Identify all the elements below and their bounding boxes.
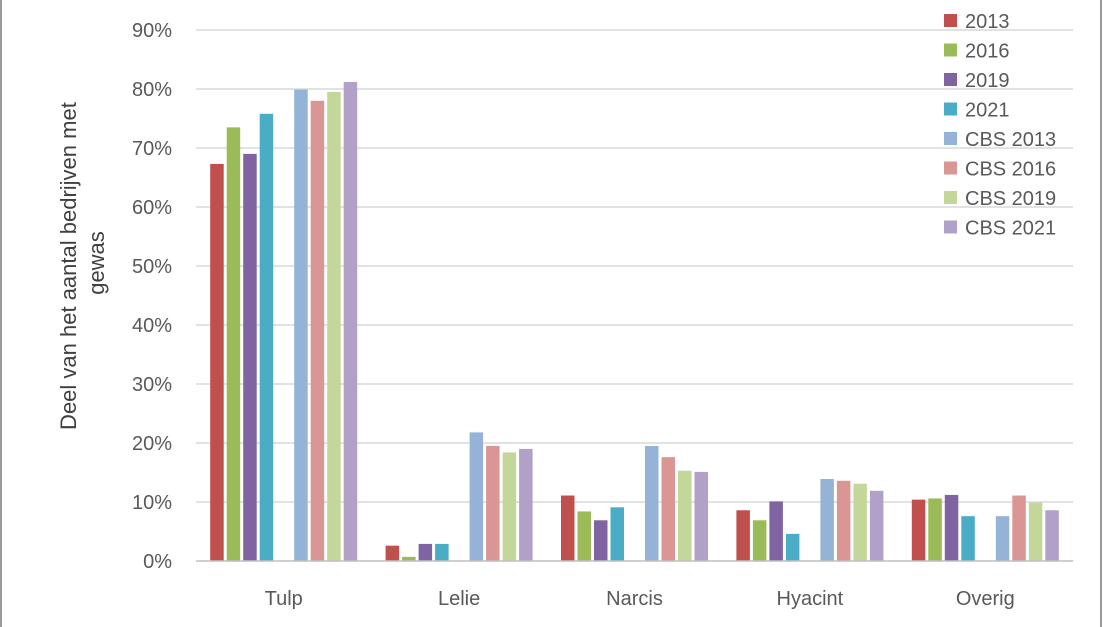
bar [577, 511, 591, 561]
legend-item: 2019 [944, 70, 1010, 92]
bar [820, 478, 834, 561]
legend-label: 2016 [965, 41, 1010, 63]
bar [418, 543, 433, 561]
legend-swatch [944, 132, 957, 145]
legend-swatch [944, 14, 957, 27]
legend-swatch [944, 43, 957, 57]
bar [961, 516, 975, 561]
bar [226, 127, 241, 561]
bar [343, 81, 358, 562]
bar [928, 498, 942, 561]
x-tick-label: Overig [956, 588, 1015, 610]
bar [911, 499, 926, 561]
legend-label: CBS 2016 [965, 159, 1056, 181]
legend-item: 2021 [944, 100, 1010, 122]
legend-item: CBS 2016 [944, 159, 1056, 181]
y-tick-label: 90% [132, 20, 172, 42]
legend-item: CBS 2019 [944, 188, 1056, 210]
bar [327, 91, 341, 561]
y-axis-label-line-1: Deel van het aantal bedrijven met [56, 102, 81, 430]
bar [561, 495, 575, 561]
bar [294, 89, 308, 561]
y-tick-label: 0% [143, 551, 172, 573]
legend-swatch [944, 220, 957, 234]
bar [469, 432, 484, 561]
legend-label: 2013 [965, 11, 1010, 33]
legend-swatch [944, 161, 957, 175]
bar [995, 516, 1010, 561]
legend-label: 2021 [965, 100, 1010, 122]
y-axis-label: Deel van het aantal bedrijven met gewas [56, 96, 109, 430]
legend: 2013 2016 2019 2021 CBS 2013 CBS 2016 CBS 2019… [944, 11, 1056, 240]
y-tick-label: 50% [132, 256, 172, 278]
legend-swatch [944, 73, 957, 86]
bar [1012, 495, 1026, 561]
gridlines [196, 29, 1073, 503]
legend-swatch [944, 191, 957, 204]
bar [694, 471, 708, 561]
bar [1028, 502, 1043, 561]
bar [310, 100, 325, 562]
x-axis-ticks: Tulp Lelie Narcis Hyacint Overig [265, 588, 1015, 610]
x-tick-label: Narcis [606, 588, 663, 610]
y-tick-label: 20% [132, 433, 172, 455]
bar [1045, 510, 1059, 561]
y-tick-label: 30% [132, 374, 172, 396]
bar [210, 163, 224, 561]
y-axis-label-line-2: gewas [84, 231, 109, 295]
bar [402, 556, 416, 561]
x-tick-label: Tulp [265, 588, 303, 610]
bar [610, 507, 624, 561]
bar [836, 480, 851, 561]
y-tick-label: 80% [132, 79, 172, 101]
bar [502, 452, 517, 561]
legend-item: 2016 [944, 41, 1010, 63]
y-tick-label: 60% [132, 197, 172, 219]
bar [853, 483, 867, 561]
legend-label: CBS 2019 [965, 188, 1056, 210]
bar [645, 445, 659, 561]
bar [486, 445, 500, 561]
legend-swatch [944, 102, 957, 116]
bar [785, 533, 800, 561]
legend-label: CBS 2013 [965, 129, 1056, 151]
bar [752, 520, 767, 561]
x-tick-label: Lelie [438, 588, 480, 610]
y-axis-ticks: 0% 10% 20% 30% 40% 50% 60% 70% 80% 90% [132, 20, 172, 573]
x-tick-label: Hyacint [777, 588, 844, 610]
legend-label: CBS 2021 [965, 218, 1056, 240]
y-tick-label: 70% [132, 138, 172, 160]
legend-item: CBS 2013 [944, 129, 1056, 151]
bar [678, 470, 692, 561]
bar [519, 448, 533, 561]
bar [944, 494, 959, 561]
bar [594, 520, 608, 561]
bar [869, 490, 884, 561]
bar [243, 153, 257, 561]
y-tick-label: 10% [132, 492, 172, 514]
bar [435, 543, 449, 561]
bars [210, 81, 1059, 562]
legend-item: CBS 2021 [944, 218, 1056, 240]
bar [661, 457, 675, 561]
y-tick-label: 40% [132, 315, 172, 337]
bar [259, 113, 274, 561]
bar [385, 545, 400, 561]
bar [736, 510, 750, 561]
legend-label: 2019 [965, 70, 1010, 92]
bar [769, 501, 783, 561]
legend-item: 2013 [944, 11, 1010, 33]
